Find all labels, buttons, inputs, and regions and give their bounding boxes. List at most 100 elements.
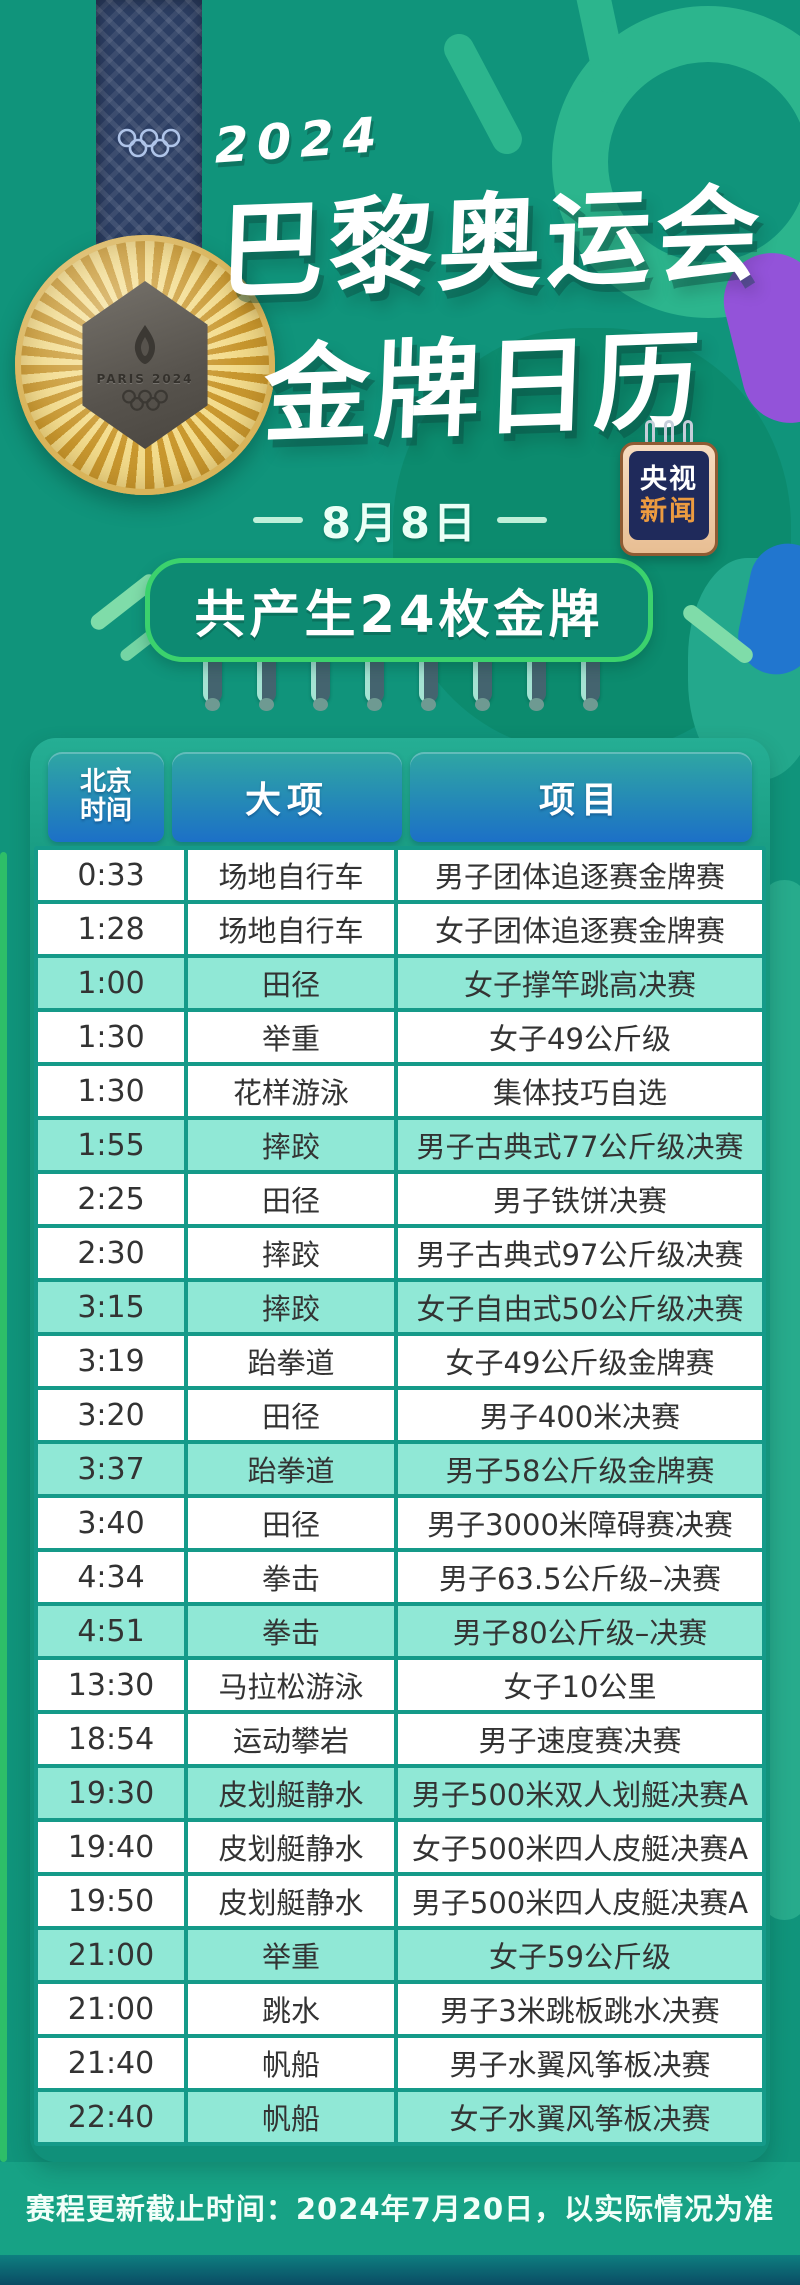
table-row-9-time: 3:19 <box>38 1336 184 1386</box>
table-row-14-event: 男子80公斤级–决赛 <box>398 1606 762 1656</box>
table-row-10-event: 男子400米决赛 <box>398 1390 762 1440</box>
table-row-3-sport: 举重 <box>188 1012 394 1062</box>
table-row-16-event: 男子速度赛决赛 <box>398 1714 762 1764</box>
table-row-9-sport: 跆拳道 <box>188 1336 394 1386</box>
table-row-12-time: 3:40 <box>38 1498 184 1548</box>
table-row-15-event: 女子10公里 <box>398 1660 762 1710</box>
table-row-15-sport: 马拉松游泳 <box>188 1660 394 1710</box>
footer-note: 赛程更新截止时间：2024年7月20日，以实际情况为准 <box>25 2192 775 2226</box>
table-row-0-sport: 场地自行车 <box>188 850 394 900</box>
table-row-21-event: 男子3米跳板跳水决赛 <box>398 1984 762 2034</box>
paris-flame-icon <box>134 325 156 364</box>
table-row-7-time: 2:30 <box>38 1228 184 1278</box>
table-row-7-sport: 摔跤 <box>188 1228 394 1278</box>
medal-text: PARIS 2024 <box>96 372 194 386</box>
badge-inner-panel: 央视 新闻 <box>629 451 709 540</box>
table-row-12-sport: 田径 <box>188 1498 394 1548</box>
table-row-23-event: 女子水翼风筝板决赛 <box>398 2092 762 2142</box>
table-row-6-event: 男子铁饼决赛 <box>398 1174 762 1224</box>
table-row-14-sport: 拳击 <box>188 1606 394 1656</box>
schedule-card: 北京时间 大项 项目 0:33 场地自行车 男子团体追逐赛金牌赛 1:28 场地自行车女… <box>30 738 770 2162</box>
table-row-3-time: 1:30 <box>38 1012 184 1062</box>
table-row-22-sport: 帆船 <box>188 2038 394 2088</box>
column-header-time: 北京时间 <box>48 752 164 842</box>
table-row-8-event: 女子自由式50公斤级决赛 <box>398 1282 762 1332</box>
table-row-13-sport: 拳击 <box>188 1552 394 1602</box>
badge-text-line1: 央视 <box>640 463 698 495</box>
table-row-4-sport: 花样游泳 <box>188 1066 394 1116</box>
table-row-7-event: 男子古典式97公斤级决赛 <box>398 1228 762 1278</box>
gold-count-banner: 共产生24枚金牌 <box>145 558 653 662</box>
table-row-19-sport: 皮划艇静水 <box>188 1876 394 1926</box>
olympic-rings-icon <box>117 128 181 158</box>
gold-medal-image: PARIS 2024 <box>15 235 275 495</box>
olympic-rings-icon <box>122 389 168 411</box>
table-row-5-sport: 摔跤 <box>188 1120 394 1170</box>
table-row-1-event: 女子团体追逐赛金牌赛 <box>398 904 762 954</box>
dash-decoration <box>496 517 547 523</box>
cctv-news-badge: 央视 新闻 <box>620 420 718 560</box>
column-header-time-label: 北京时间 <box>79 766 132 826</box>
medal-ribbon <box>96 0 202 268</box>
column-header-event-label: 项目 <box>538 780 623 821</box>
table-row-19-time: 19:50 <box>38 1876 184 1926</box>
page-title-line1: 巴黎奥运会 <box>217 172 767 314</box>
table-row-10-time: 3:20 <box>38 1390 184 1440</box>
column-header-sport-label: 大项 <box>244 780 329 821</box>
table-row-9-event: 女子49公斤级金牌赛 <box>398 1336 762 1386</box>
table-row-22-time: 21:40 <box>38 2038 184 2088</box>
badge-calendar-body: 央视 新闻 <box>620 442 718 556</box>
table-row-8-time: 3:15 <box>38 1282 184 1332</box>
table-row-18-event: 女子500米四人皮艇决赛A <box>398 1822 762 1872</box>
green-edge-decoration <box>0 852 7 2162</box>
table-row-0-time: 0:33 <box>38 850 184 900</box>
table-row-11-sport: 跆拳道 <box>188 1444 394 1494</box>
table-row-13-event: 男子63.5公斤级–决赛 <box>398 1552 762 1602</box>
column-header-sport: 大项 <box>172 752 402 842</box>
table-row-22-event: 男子水翼风筝板决赛 <box>398 2038 762 2088</box>
table-row-18-time: 19:40 <box>38 1822 184 1872</box>
table-row-20-event: 女子59公斤级 <box>398 1930 762 1980</box>
footer-band <box>0 2162 800 2255</box>
table-row-14-time: 4:51 <box>38 1606 184 1656</box>
table-row-17-event: 男子500米双人划艇决赛A <box>398 1768 762 1818</box>
table-row-19-event: 男子500米四人皮艇决赛A <box>398 1876 762 1926</box>
gold-count-label: 共产生24枚金牌 <box>194 586 604 645</box>
gold-table-body: 0:33 场地自行车 男子团体追逐赛金牌赛 1:28 场地自行车 女子团体追逐赛金牌赛 1:… <box>34 846 766 2146</box>
table-row-15-time: 13:30 <box>38 1660 184 1710</box>
table-row-5-time: 1:55 <box>38 1120 184 1170</box>
table-row-12-event: 男子3000米障碍赛决赛 <box>398 1498 762 1548</box>
table-row-23-sport: 帆船 <box>188 2092 394 2142</box>
table-row-2-event: 女子撑竿跳高决赛 <box>398 958 762 1008</box>
table-row-2-time: 1:00 <box>38 958 184 1008</box>
bottom-gradient-band <box>0 2255 800 2285</box>
table-row-4-time: 1:30 <box>38 1066 184 1116</box>
date-row: 8月8日 <box>0 488 800 552</box>
table-row-20-sport: 举重 <box>188 1930 394 1980</box>
table-row-1-sport: 场地自行车 <box>188 904 394 954</box>
table-row-11-event: 男子58公斤级金牌赛 <box>398 1444 762 1494</box>
table-row-0-event: 男子团体追逐赛金牌赛 <box>398 850 762 900</box>
table-row-20-time: 21:00 <box>38 1930 184 1980</box>
table-row-2-sport: 田径 <box>188 958 394 1008</box>
table-row-16-time: 18:54 <box>38 1714 184 1764</box>
table-row-16-sport: 运动攀岩 <box>188 1714 394 1764</box>
date-label: 8月8日 <box>321 499 479 549</box>
table-row-21-time: 21:00 <box>38 1984 184 2034</box>
table-row-21-sport: 跳水 <box>188 1984 394 2034</box>
table-row-6-time: 2:25 <box>38 1174 184 1224</box>
table-row-1-time: 1:28 <box>38 904 184 954</box>
table-row-8-sport: 摔跤 <box>188 1282 394 1332</box>
table-row-6-sport: 田径 <box>188 1174 394 1224</box>
medal-hexagon: PARIS 2024 <box>82 281 208 449</box>
table-row-23-time: 22:40 <box>38 2092 184 2142</box>
table-row-18-sport: 皮划艇静水 <box>188 1822 394 1872</box>
flame-decoration <box>438 28 528 160</box>
table-row-4-event: 集体技巧自选 <box>398 1066 762 1116</box>
table-row-17-time: 19:30 <box>38 1768 184 1818</box>
table-row-3-event: 女子49公斤级 <box>398 1012 762 1062</box>
dash-decoration <box>253 517 304 523</box>
table-row-13-time: 4:34 <box>38 1552 184 1602</box>
table-row-17-sport: 皮划艇静水 <box>188 1768 394 1818</box>
